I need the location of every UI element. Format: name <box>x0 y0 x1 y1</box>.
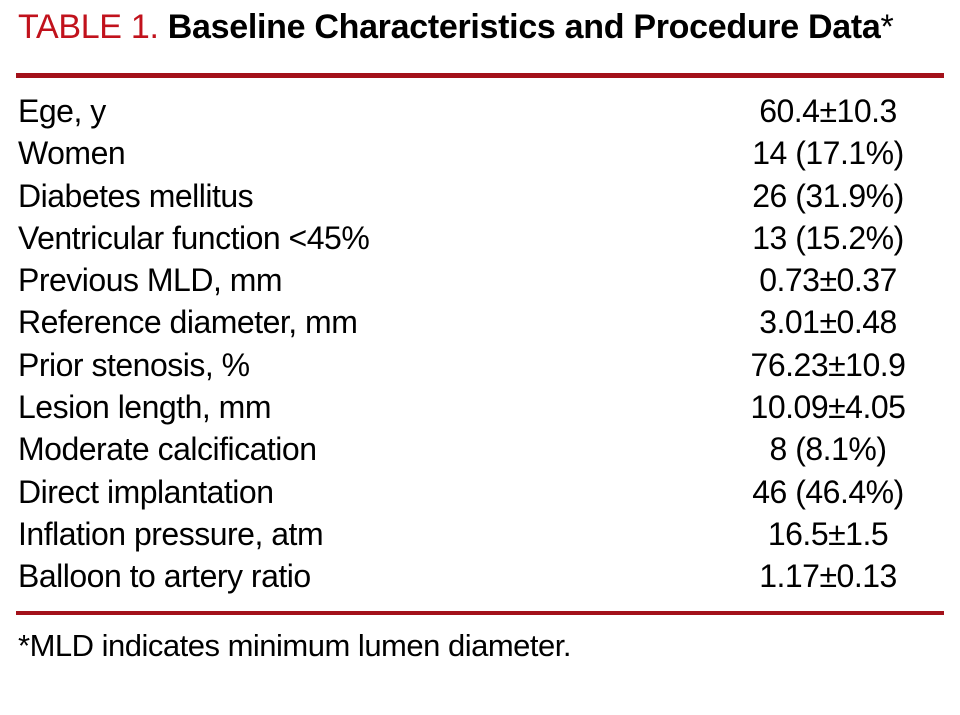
table-number-label: TABLE 1. <box>18 8 159 46</box>
row-value: 3.01±0.48 <box>759 304 897 341</box>
row-value: 26 (31.9%) <box>752 177 904 214</box>
row-label: Lesion length, mm <box>18 389 271 426</box>
table-row: Inflation pressure, atm 16.5±1.5 <box>18 513 944 555</box>
table-row: Prior stenosis, % 76.23±10.9 <box>18 344 944 386</box>
table-row: Reference diameter, mm 3.01±0.48 <box>18 301 944 343</box>
row-label: Ventricular function <45% <box>18 219 370 256</box>
top-rule-divider <box>16 73 944 78</box>
row-label: Women <box>18 135 126 172</box>
table-row: Previous MLD, mm 0.73±0.37 <box>18 259 944 301</box>
footnote: *MLD indicates minimum lumen diameter. <box>18 627 572 663</box>
row-label: Ege, y <box>18 93 106 129</box>
bottom-rule-divider <box>16 610 944 615</box>
characteristics-table: Ege, y 60.4±10.3 Women 14 (17.1%) Diabet… <box>18 90 944 598</box>
title-asterisk: * <box>880 8 894 46</box>
row-label: Direct implantation <box>18 473 274 510</box>
row-value: 16.5±1.5 <box>767 515 889 552</box>
row-value: 46 (46.4%) <box>752 473 904 510</box>
table-row: Direct implantation 46 (46.4%) <box>18 471 944 513</box>
table-page: TABLE 1. Baseline Characteristics and Pr… <box>16 6 944 663</box>
row-label: Balloon to artery ratio <box>18 558 311 595</box>
page-title: TABLE 1. Baseline Characteristics and Pr… <box>18 6 933 48</box>
table-row: Ege, y 60.4±10.3 <box>18 90 944 132</box>
table-row: Lesion length, mm 10.09±4.05 <box>18 386 944 428</box>
row-label: Previous MLD, mm <box>18 262 283 299</box>
table-row: Ventricular function <45% 13 (15.2%) <box>18 217 944 259</box>
row-value: 13 (15.2%) <box>752 219 904 256</box>
row-label: Inflation pressure, atm <box>18 515 324 552</box>
title-text: Baseline Characteristics and Procedure D… <box>167 8 881 46</box>
row-value: 60.4±10.3 <box>759 93 897 129</box>
table-row: Diabetes mellitus 26 (31.9%) <box>18 175 944 217</box>
row-value: 0.73±0.37 <box>759 262 897 299</box>
row-label: Diabetes mellitus <box>18 177 254 214</box>
row-value: 76.23±10.9 <box>750 346 906 383</box>
row-value: 8 (8.1%) <box>769 431 887 468</box>
table-row: Moderate calcification 8 (8.1%) <box>18 428 944 470</box>
row-label: Moderate calcification <box>18 431 317 468</box>
row-label: Reference diameter, mm <box>18 304 358 341</box>
table-row: Women 14 (17.1%) <box>18 132 944 174</box>
row-value: 14 (17.1%) <box>752 135 904 172</box>
row-value: 10.09±4.05 <box>750 389 906 426</box>
table-row: Balloon to artery ratio 1.17±0.13 <box>18 555 944 597</box>
row-label: Prior stenosis, % <box>18 346 250 383</box>
row-value: 1.17±0.13 <box>759 558 897 595</box>
